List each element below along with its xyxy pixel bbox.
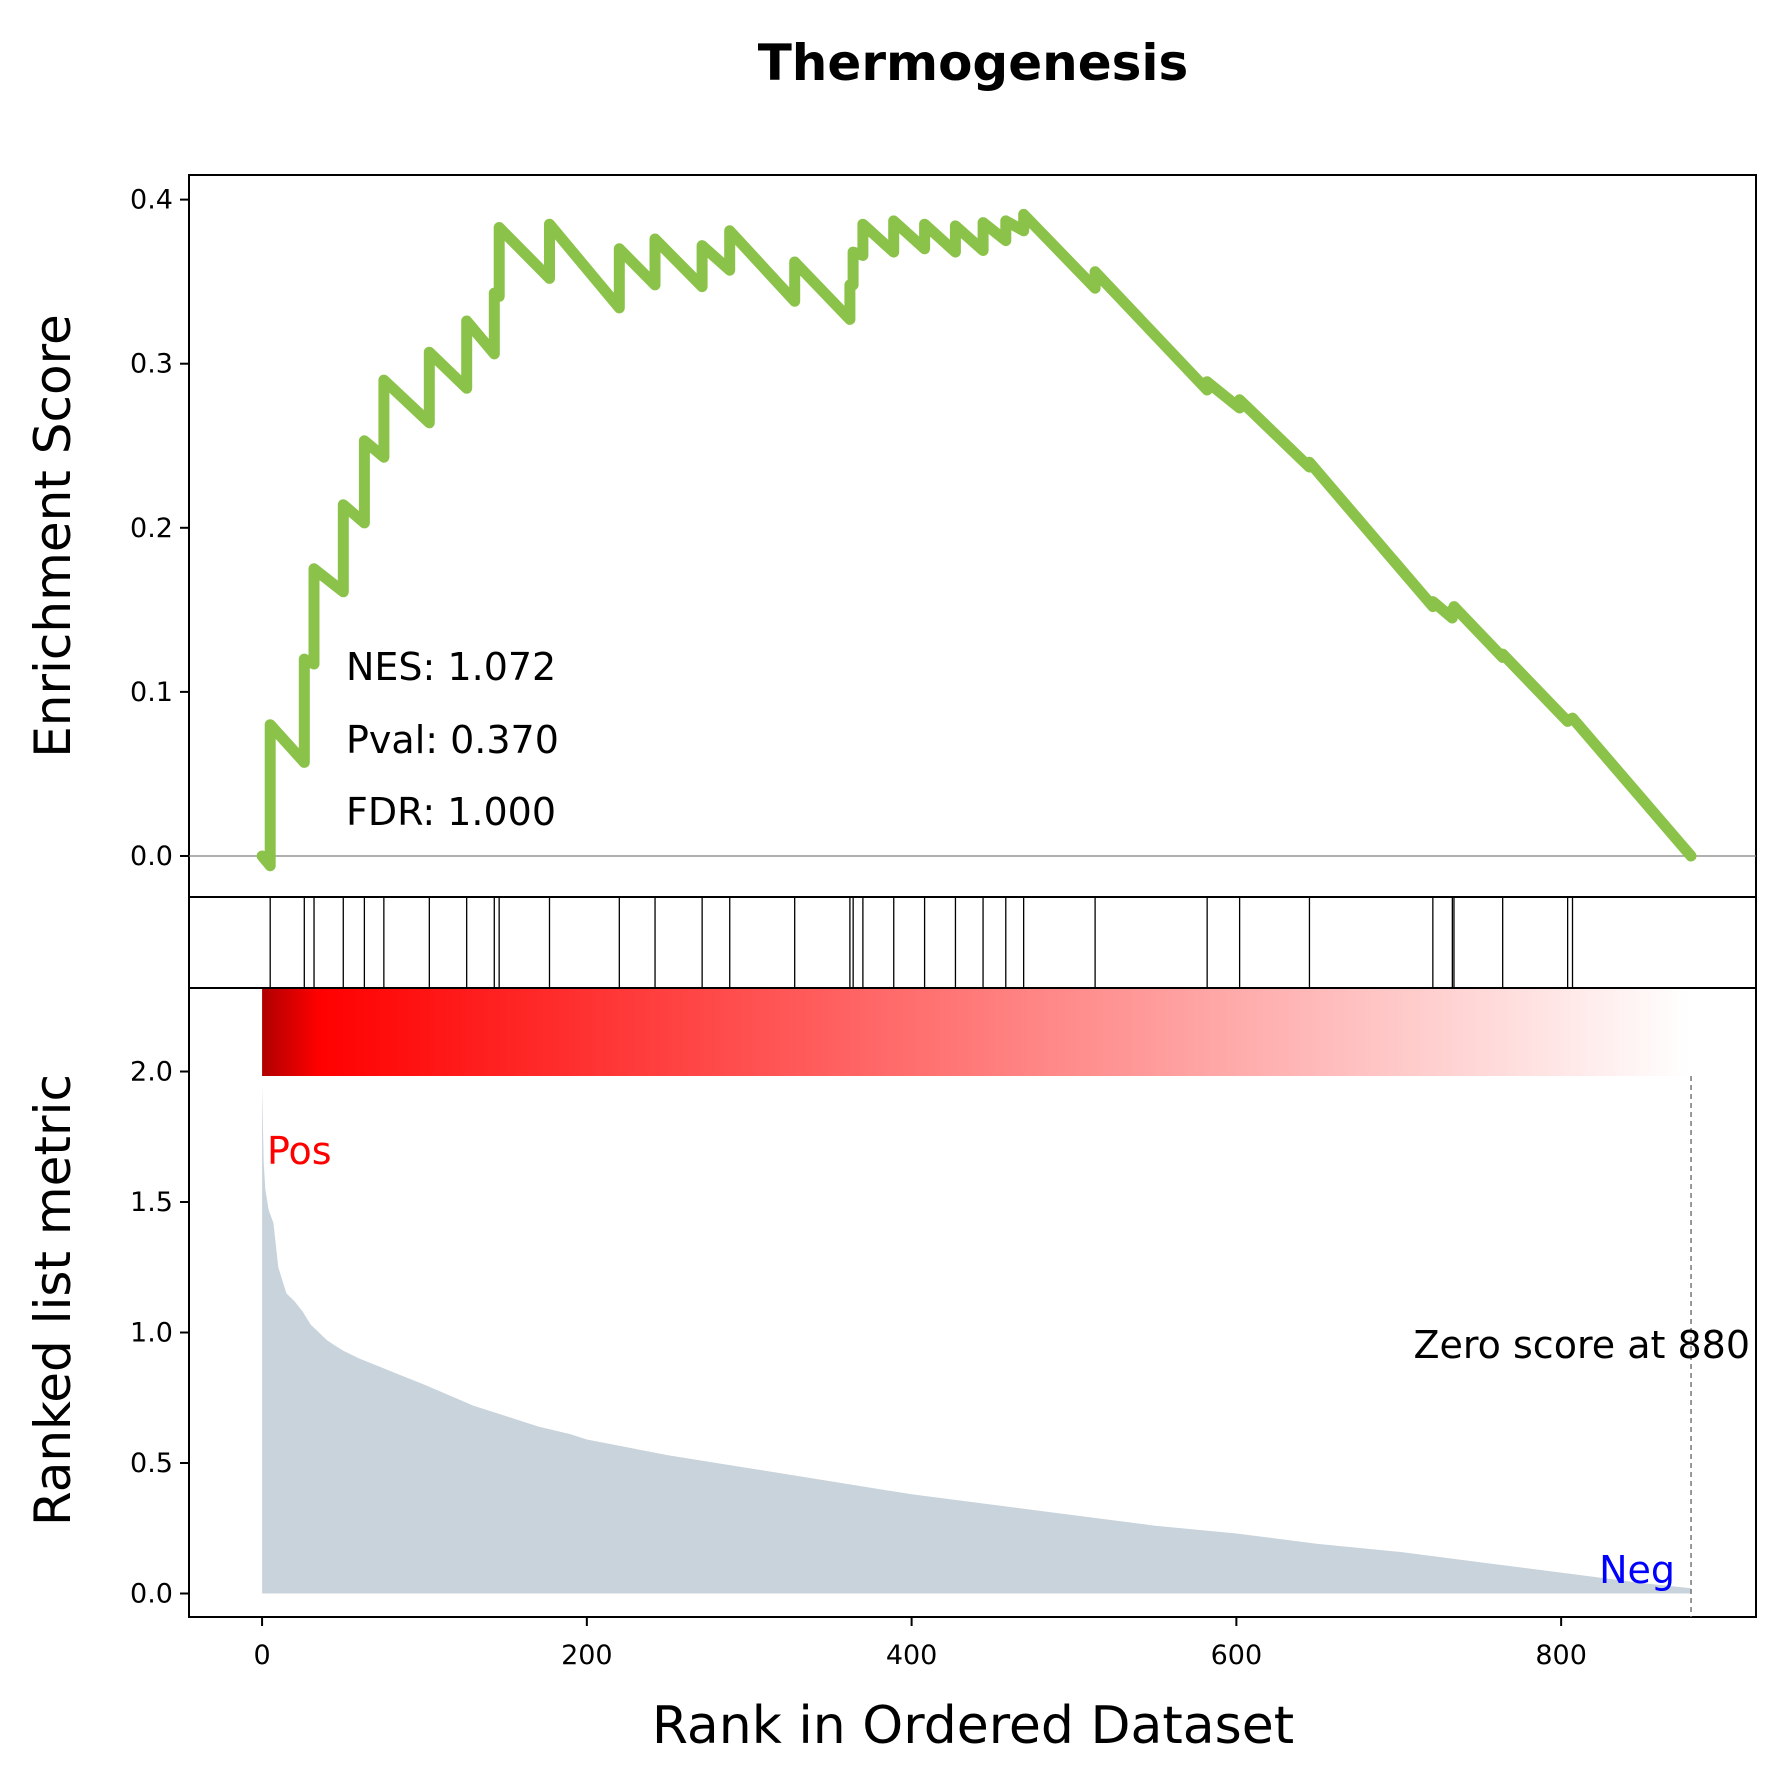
x-tick-label: 200 <box>561 1640 613 1671</box>
x-tick-label: 800 <box>1535 1640 1587 1671</box>
es-ytick-label: 0.0 <box>130 841 173 872</box>
neg-label: Neg <box>1599 1548 1675 1592</box>
hits-panel <box>188 896 1757 989</box>
metric-fill <box>262 1084 1692 1594</box>
stat-pval: Pval: 0.370 <box>346 718 559 762</box>
metric-ytick-label: 1.5 <box>130 1187 173 1218</box>
metric-ytick-label: 0.5 <box>130 1448 173 1479</box>
chart-title: Thermogenesis <box>758 34 1189 92</box>
es-ytick-label: 0.1 <box>130 677 173 708</box>
hits-panel-frame <box>188 896 1757 989</box>
x-tick-label: 400 <box>886 1640 938 1671</box>
rank-gradient-bar <box>262 989 1692 1076</box>
metric-ytick-label: 2.0 <box>130 1057 173 1088</box>
es-panel: 0.0 0.1 0.2 0.3 0.4 NES: 1.072 Pval: 0.370 F… <box>24 174 1757 898</box>
x-axis-label: Rank in Ordered Dataset <box>652 1696 1294 1756</box>
es-panel-frame <box>188 174 1757 898</box>
es-curve <box>256 208 1697 872</box>
metric-ytick-label: 0.0 <box>130 1579 173 1610</box>
x-tick-label: 600 <box>1211 1640 1263 1671</box>
es-ytick-label: 0.3 <box>130 349 173 380</box>
x-tick-label: 0 <box>253 1640 270 1671</box>
metric-panel-frame <box>188 987 1757 1618</box>
es-ytick-label: 0.2 <box>130 513 173 544</box>
metric-ytick-label: 1.0 <box>130 1318 173 1349</box>
pos-label: Pos <box>267 1129 332 1173</box>
es-axis-label: Enrichment Score <box>24 314 82 758</box>
es-ytick-label: 0.4 <box>130 185 173 216</box>
metric-panel: Zero score at 880 Pos Neg 0.0 0.5 1.0 1.5 2.… <box>24 987 1757 1618</box>
stat-nes: NES: 1.072 <box>346 645 556 689</box>
metric-axis-label: Ranked list metric <box>24 1074 82 1526</box>
zero-score-label: Zero score at 880 <box>1413 1323 1750 1367</box>
stat-fdr: FDR: 1.000 <box>346 790 556 834</box>
